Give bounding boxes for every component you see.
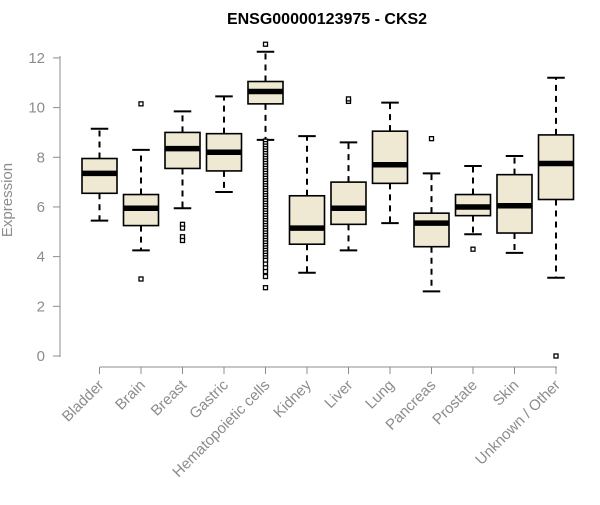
- outlier-point: [470, 246, 476, 252]
- y-tick-label: 6: [37, 199, 45, 216]
- box-group: [537, 76, 575, 359]
- x-tick-label: Bladder: [59, 377, 108, 426]
- outlier-point: [262, 268, 269, 275]
- box-group: [496, 155, 533, 254]
- outlier-point: [179, 237, 186, 244]
- iqr-box: [537, 134, 575, 201]
- box-group: [330, 96, 367, 252]
- outlier-point: [428, 135, 435, 142]
- iqr-box: [330, 181, 367, 226]
- y-tick-label: 4: [37, 249, 45, 266]
- x-tick-label: Lung: [362, 377, 398, 413]
- iqr-box: [413, 212, 450, 248]
- x-tick-label: Prostate: [429, 377, 481, 429]
- outlier-point: [138, 101, 144, 107]
- chart-title: ENSG00000123975 - CKS2: [227, 11, 427, 28]
- x-tick-label: Breast: [148, 376, 191, 419]
- y-tick-label: 8: [37, 149, 45, 166]
- outlier-point: [138, 276, 144, 282]
- box-group: [454, 164, 492, 252]
- y-ticks: 0 2 4 6 8 10 12: [28, 50, 60, 365]
- y-tick-label: 10: [28, 100, 45, 117]
- box-group: [164, 110, 201, 244]
- outlier-point: [262, 285, 269, 291]
- boxes: [81, 41, 575, 359]
- y-axis-title: Expression: [0, 163, 16, 237]
- box-group: [413, 135, 450, 293]
- box-group: [205, 95, 243, 194]
- iqr-box: [288, 194, 326, 246]
- outlier-point: [262, 41, 269, 47]
- box-group: [371, 101, 409, 225]
- outlier-point: [345, 96, 352, 102]
- outlier-point: [553, 353, 559, 359]
- outlier-point: [179, 225, 186, 231]
- box-group: [288, 135, 326, 274]
- y-tick-label: 12: [28, 50, 45, 67]
- x-tick-label: Brain: [112, 377, 149, 414]
- x-tick-label: Kidney: [270, 376, 315, 421]
- box-group: [247, 41, 284, 291]
- y-tick-label: 2: [37, 298, 45, 315]
- box-group: [122, 101, 160, 282]
- iqr-box: [371, 130, 409, 185]
- outlier-point: [262, 273, 269, 280]
- x-tick-label: Skin: [490, 377, 523, 410]
- y-tick-label: 0: [37, 348, 45, 365]
- x-tick-label: Liver: [321, 377, 356, 412]
- box-group: [81, 127, 118, 222]
